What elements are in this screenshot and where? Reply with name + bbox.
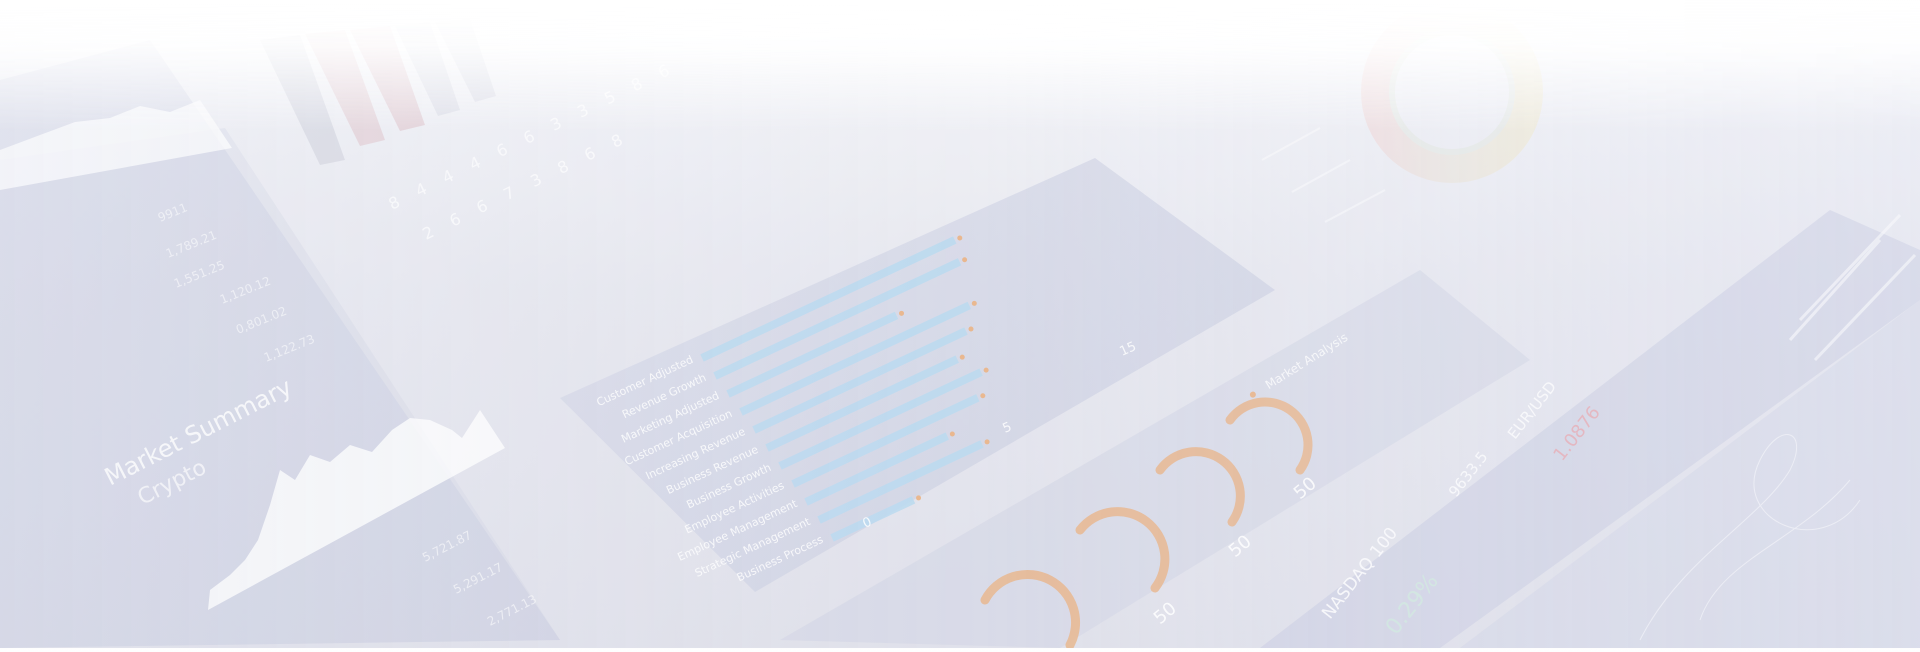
bar-end-marker: [957, 235, 963, 241]
digit: 2: [419, 222, 436, 244]
bar-end-marker: [984, 439, 990, 445]
bar: [765, 355, 959, 452]
digit: 8: [628, 74, 645, 96]
bar: [804, 432, 950, 506]
bar-end-marker: [949, 431, 955, 437]
legend-dot: [1249, 391, 1256, 398]
gauge-ring: [1155, 447, 1245, 527]
scatter-plot: [1639, 434, 1861, 641]
gauge-value: 50: [1150, 598, 1181, 629]
bar: [700, 236, 957, 362]
digit: 6: [581, 143, 598, 165]
gauge-ring: [1225, 397, 1313, 475]
digit: 4: [466, 153, 483, 175]
bar: [817, 440, 984, 524]
market-panel: [0, 40, 560, 648]
digit: 7: [500, 183, 517, 205]
digit: 8: [554, 156, 571, 178]
donut-legend: [1261, 127, 1386, 223]
bar-end-marker: [962, 257, 968, 263]
bar: [726, 311, 899, 398]
donut-chart: [1361, 1, 1543, 183]
bar-end-marker: [968, 326, 974, 332]
gauge-ring: [980, 569, 1081, 650]
digit: 6: [473, 196, 490, 218]
digit: 3: [527, 169, 544, 191]
market-panel-lower: [0, 128, 560, 648]
digit: 8: [608, 130, 625, 152]
digit: 6: [520, 126, 537, 148]
right-scatter-panel: [1460, 300, 1920, 648]
digit: 6: [493, 139, 510, 161]
horizontal-bar-chart: [700, 235, 990, 542]
bar: [778, 368, 983, 470]
digit: 3: [574, 100, 591, 122]
right-line-chart: [1788, 213, 1917, 362]
axis-tick: 15: [1118, 339, 1139, 359]
digit-row-bottom: 26673868: [419, 130, 625, 244]
ticker-strip: [1260, 210, 1920, 648]
bar-end-marker: [899, 310, 905, 316]
bar: [739, 301, 972, 416]
bar: [791, 394, 980, 488]
bar-end-marker: [971, 300, 977, 306]
gauge-panel: [780, 270, 1530, 648]
digit: 6: [446, 209, 463, 231]
market-area-chart-crypto: [208, 410, 505, 610]
bar-end-marker: [959, 354, 965, 360]
bar-end-marker: [980, 393, 986, 399]
bar: [752, 327, 968, 434]
digit: 6: [655, 61, 672, 83]
bar: [713, 258, 962, 380]
digit: 4: [439, 166, 456, 188]
gauge-ring: [1075, 507, 1170, 593]
digit: 3: [547, 113, 564, 135]
bar: [830, 496, 916, 542]
digit: 8: [385, 192, 402, 214]
digit: 5: [601, 87, 618, 109]
bar-end-marker: [916, 495, 922, 501]
bar-end-marker: [983, 367, 989, 373]
top-bar-chart: [260, 19, 496, 165]
digit: 4: [412, 179, 429, 201]
gauges: [980, 397, 1313, 650]
